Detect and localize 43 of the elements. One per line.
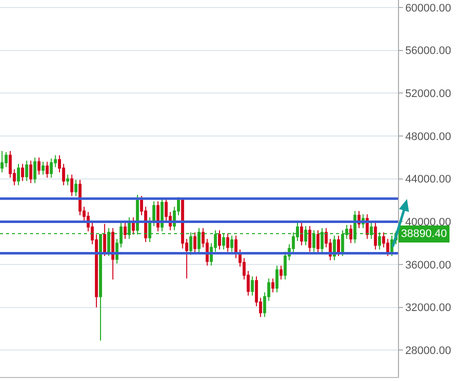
candlestick	[218, 230, 222, 250]
y-tick-label: 48000.00	[405, 130, 452, 143]
candlestick	[42, 161, 45, 176]
candlestick	[250, 276, 254, 296]
candlestick	[349, 224, 352, 244]
candlestick	[300, 222, 304, 246]
candlestick	[37, 156, 40, 176]
ref-line-label: 38890.40	[401, 228, 447, 240]
y-tick-label: 52000.00	[405, 88, 452, 100]
y-tick-label: 32000.00	[405, 302, 452, 314]
candlestick	[156, 200, 160, 232]
candlestick	[111, 228, 114, 280]
candlestick	[308, 225, 312, 252]
candlestick	[99, 234, 102, 342]
candlestick	[21, 163, 24, 182]
candlestick	[0, 150, 4, 173]
candlestick	[124, 222, 127, 240]
candlestick	[374, 222, 377, 250]
y-tick-label: 56000.00	[405, 45, 452, 58]
y-tick-label: 44000.00	[405, 174, 452, 186]
y-tick-label: 36000.00	[405, 259, 452, 272]
candlestick	[16, 163, 20, 186]
candlestick	[230, 235, 234, 252]
candlestick	[70, 174, 74, 196]
candlestick	[25, 160, 28, 182]
candlestick	[29, 160, 32, 184]
candlestick	[66, 174, 70, 186]
candlestick	[152, 200, 156, 226]
y-tick-label: 28000.00	[405, 345, 452, 358]
y-tick-label: 60000.00	[405, 2, 452, 14]
y-tick-label: 40000.00	[405, 216, 452, 229]
candlestick	[193, 232, 196, 254]
candlestick	[337, 235, 340, 256]
candlestick	[226, 232, 230, 252]
candlestick	[74, 179, 78, 196]
candlestick	[316, 230, 320, 254]
candlestick	[33, 156, 36, 184]
candlestick	[271, 278, 274, 293]
candlestick	[50, 158, 53, 178]
candlestick	[275, 265, 278, 293]
candlestick	[46, 161, 49, 178]
candlestick	[103, 223, 106, 256]
candlestick	[280, 265, 283, 280]
